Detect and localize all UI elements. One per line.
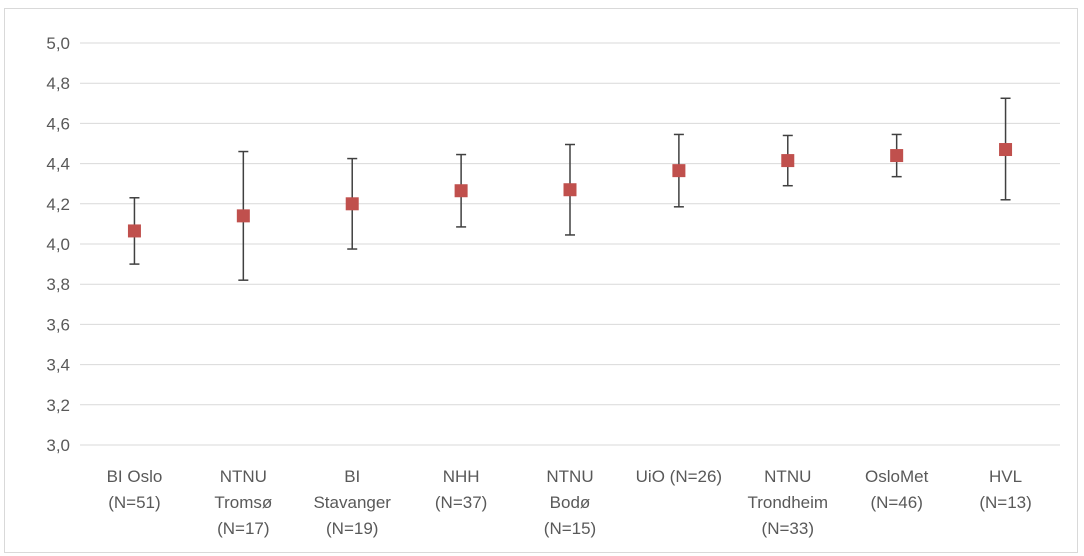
x-category-label-line: OsloMet [865, 467, 929, 486]
x-category-label: NTNU Trondheim (N=33) [747, 467, 828, 538]
x-category-label-line: Bodø [550, 493, 591, 512]
data-point-marker [454, 184, 468, 198]
x-category-label-line: (N=51) [108, 493, 160, 512]
x-category-label-line: (N=19) [326, 519, 378, 538]
x-axis-category-labels: BI Oslo (N=51) NTNU Tromsø (N=17) BI Stavanger… [107, 467, 1032, 538]
x-category-label-line: Stavanger [313, 493, 391, 512]
y-tick-label: 3,6 [46, 315, 70, 334]
y-axis-tick-labels: 3,0 3,2 3,4 3,6 3,8 4,0 4,2 4,4 4,6 4,8 5,0 [46, 34, 70, 455]
x-category-label-line: UiO (N=26) [636, 467, 722, 486]
chart-frame [4, 8, 1078, 553]
data-point-marker [890, 149, 904, 163]
data-point-marker [999, 143, 1013, 157]
x-category-label: NTNU Tromsø (N=17) [214, 467, 272, 538]
y-tick-label: 3,8 [46, 275, 70, 294]
y-tick-label: 3,4 [46, 356, 70, 375]
x-category-label: OsloMet (N=46) [865, 467, 929, 512]
x-category-label-line: (N=17) [217, 519, 269, 538]
y-tick-label: 3,2 [46, 396, 70, 415]
x-category-label-line: Trondheim [747, 493, 828, 512]
x-category-label-line: BI Oslo [107, 467, 163, 486]
data-point-marker [781, 154, 795, 168]
x-category-label-line: (N=13) [979, 493, 1031, 512]
x-category-label: NHH (N=37) [435, 467, 487, 512]
x-category-label-line: NTNU [220, 467, 267, 486]
x-category-label: BI Oslo (N=51) [107, 467, 163, 512]
x-category-label-line: NTNU [546, 467, 593, 486]
data-point-marker [345, 197, 359, 211]
x-category-label: NTNU Bodø (N=15) [544, 467, 596, 538]
x-category-label-line: (N=33) [762, 519, 814, 538]
x-category-label-line: BI [344, 467, 360, 486]
x-category-label-line: (N=15) [544, 519, 596, 538]
data-markers [127, 143, 1013, 238]
y-tick-label: 4,6 [46, 114, 70, 133]
gridlines [80, 42, 1060, 446]
y-tick-label: 5,0 [46, 34, 70, 53]
x-category-label-line: (N=37) [435, 493, 487, 512]
x-category-label-line: (N=46) [870, 493, 922, 512]
data-point-marker [563, 183, 577, 197]
y-tick-label: 4,8 [46, 74, 70, 93]
x-category-label: HVL (N=13) [979, 467, 1031, 512]
y-tick-label: 4,2 [46, 195, 70, 214]
x-category-label-line: Tromsø [214, 493, 272, 512]
x-category-label: UiO (N=26) [636, 467, 722, 486]
data-point-marker [127, 224, 141, 238]
y-tick-label: 3,0 [46, 436, 70, 455]
data-point-marker [236, 209, 250, 223]
x-category-label-line: NHH [443, 467, 480, 486]
x-category-label: BI Stavanger (N=19) [313, 467, 391, 538]
x-category-label-line: NTNU [764, 467, 811, 486]
data-point-marker [672, 164, 686, 178]
y-tick-label: 4,4 [46, 155, 70, 174]
y-tick-label: 4,0 [46, 235, 70, 254]
x-category-label-line: HVL [989, 467, 1022, 486]
